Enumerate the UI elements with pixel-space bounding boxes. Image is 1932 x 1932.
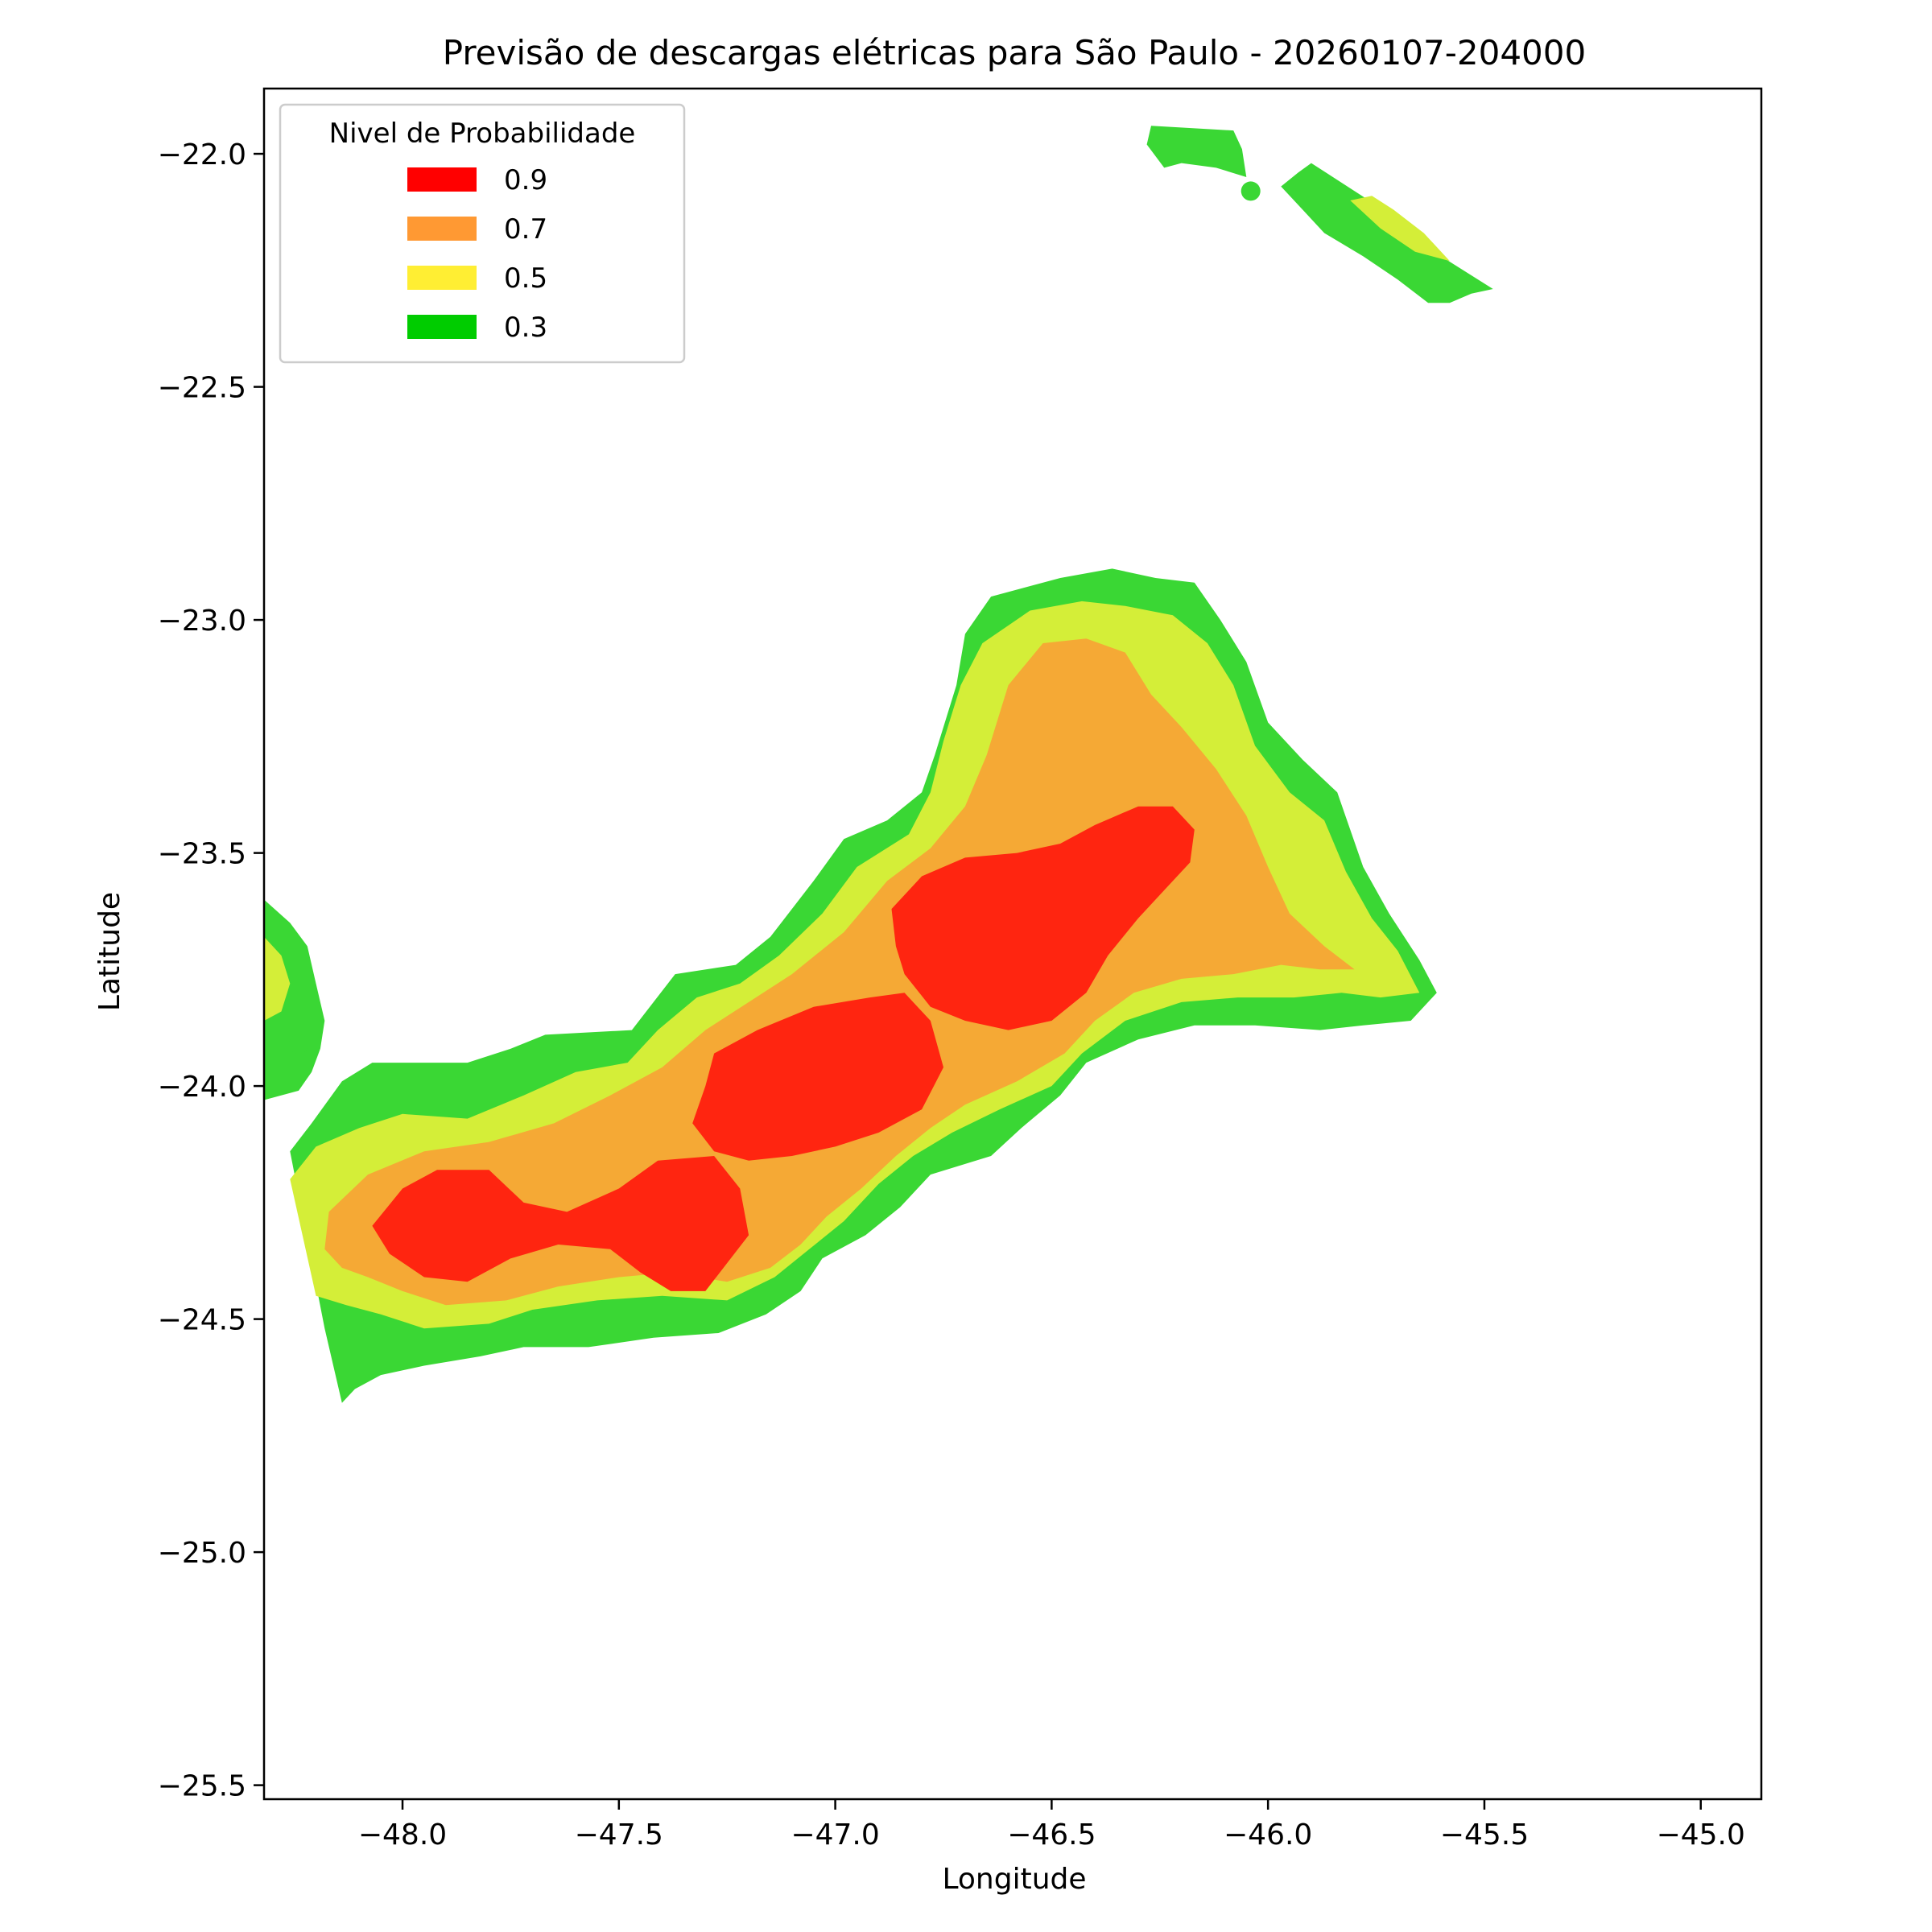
x-axis: −48.0 −47.5 −47.0 −46.5 −46.0 −45.5 −45.0 — [358, 1799, 1745, 1852]
y-tick-label: −23.0 — [158, 605, 246, 638]
legend-label-09: 0.9 — [504, 164, 547, 196]
y-tick-label: −25.5 — [158, 1770, 246, 1803]
legend: Nivel de Probabilidade 0.9 0.7 0.5 0.3 — [279, 103, 686, 364]
x-tick-label: −47.5 — [575, 1818, 663, 1852]
region-05-west-strip — [264, 936, 291, 1021]
chart-title: Previsão de descargas elétricas para São… — [443, 33, 1586, 72]
x-tick-label: −45.0 — [1657, 1818, 1745, 1852]
y-axis-label: Latitude — [93, 892, 126, 1011]
region-07-main-band — [324, 638, 1355, 1306]
region-05-northeast-lower — [1350, 196, 1450, 262]
region-03-northeast-upper — [1146, 126, 1247, 177]
legend-swatch-05 — [407, 266, 477, 290]
region-03-west-strip — [264, 899, 325, 1100]
contour-regions — [264, 126, 1493, 1403]
legend-label-05: 0.5 — [504, 262, 547, 295]
y-tick-label: −24.0 — [158, 1071, 246, 1104]
x-tick-label: −47.0 — [791, 1818, 879, 1852]
region-09-east-blob — [891, 806, 1195, 1030]
probability-marker-1 — [289, 1034, 308, 1054]
legend-label-03: 0.3 — [504, 312, 547, 344]
x-axis-label: Longitude — [942, 1863, 1086, 1896]
legend-title: Nivel de Probabilidade — [329, 118, 636, 150]
region-09-west-blob — [372, 1156, 749, 1291]
region-09-center-blob — [692, 993, 943, 1161]
legend-swatch-03 — [407, 315, 477, 339]
plot-frame — [262, 87, 1763, 1801]
y-tick-label: −22.5 — [158, 372, 246, 405]
x-tick-label: −46.0 — [1224, 1818, 1312, 1852]
region-03-northeast-lower — [1281, 163, 1493, 303]
x-tick-label: −46.5 — [1007, 1818, 1096, 1852]
y-axis: −22.0 −22.5 −23.0 −23.5 −24.0 −24.5 −25.0 −25.5 — [158, 138, 264, 1803]
x-tick-label: −48.0 — [358, 1818, 447, 1852]
x-tick-label: −45.5 — [1440, 1818, 1529, 1852]
probability-marker-2 — [1241, 181, 1261, 201]
y-tick-label: −22.0 — [158, 138, 246, 171]
y-tick-label: −25.0 — [158, 1537, 246, 1570]
y-tick-label: −23.5 — [158, 838, 246, 871]
y-tick-label: −24.5 — [158, 1304, 246, 1337]
legend-swatch-09 — [407, 167, 477, 192]
legend-label-07: 0.7 — [504, 213, 547, 246]
legend-box — [279, 103, 686, 364]
legend-swatch-07 — [407, 217, 477, 241]
